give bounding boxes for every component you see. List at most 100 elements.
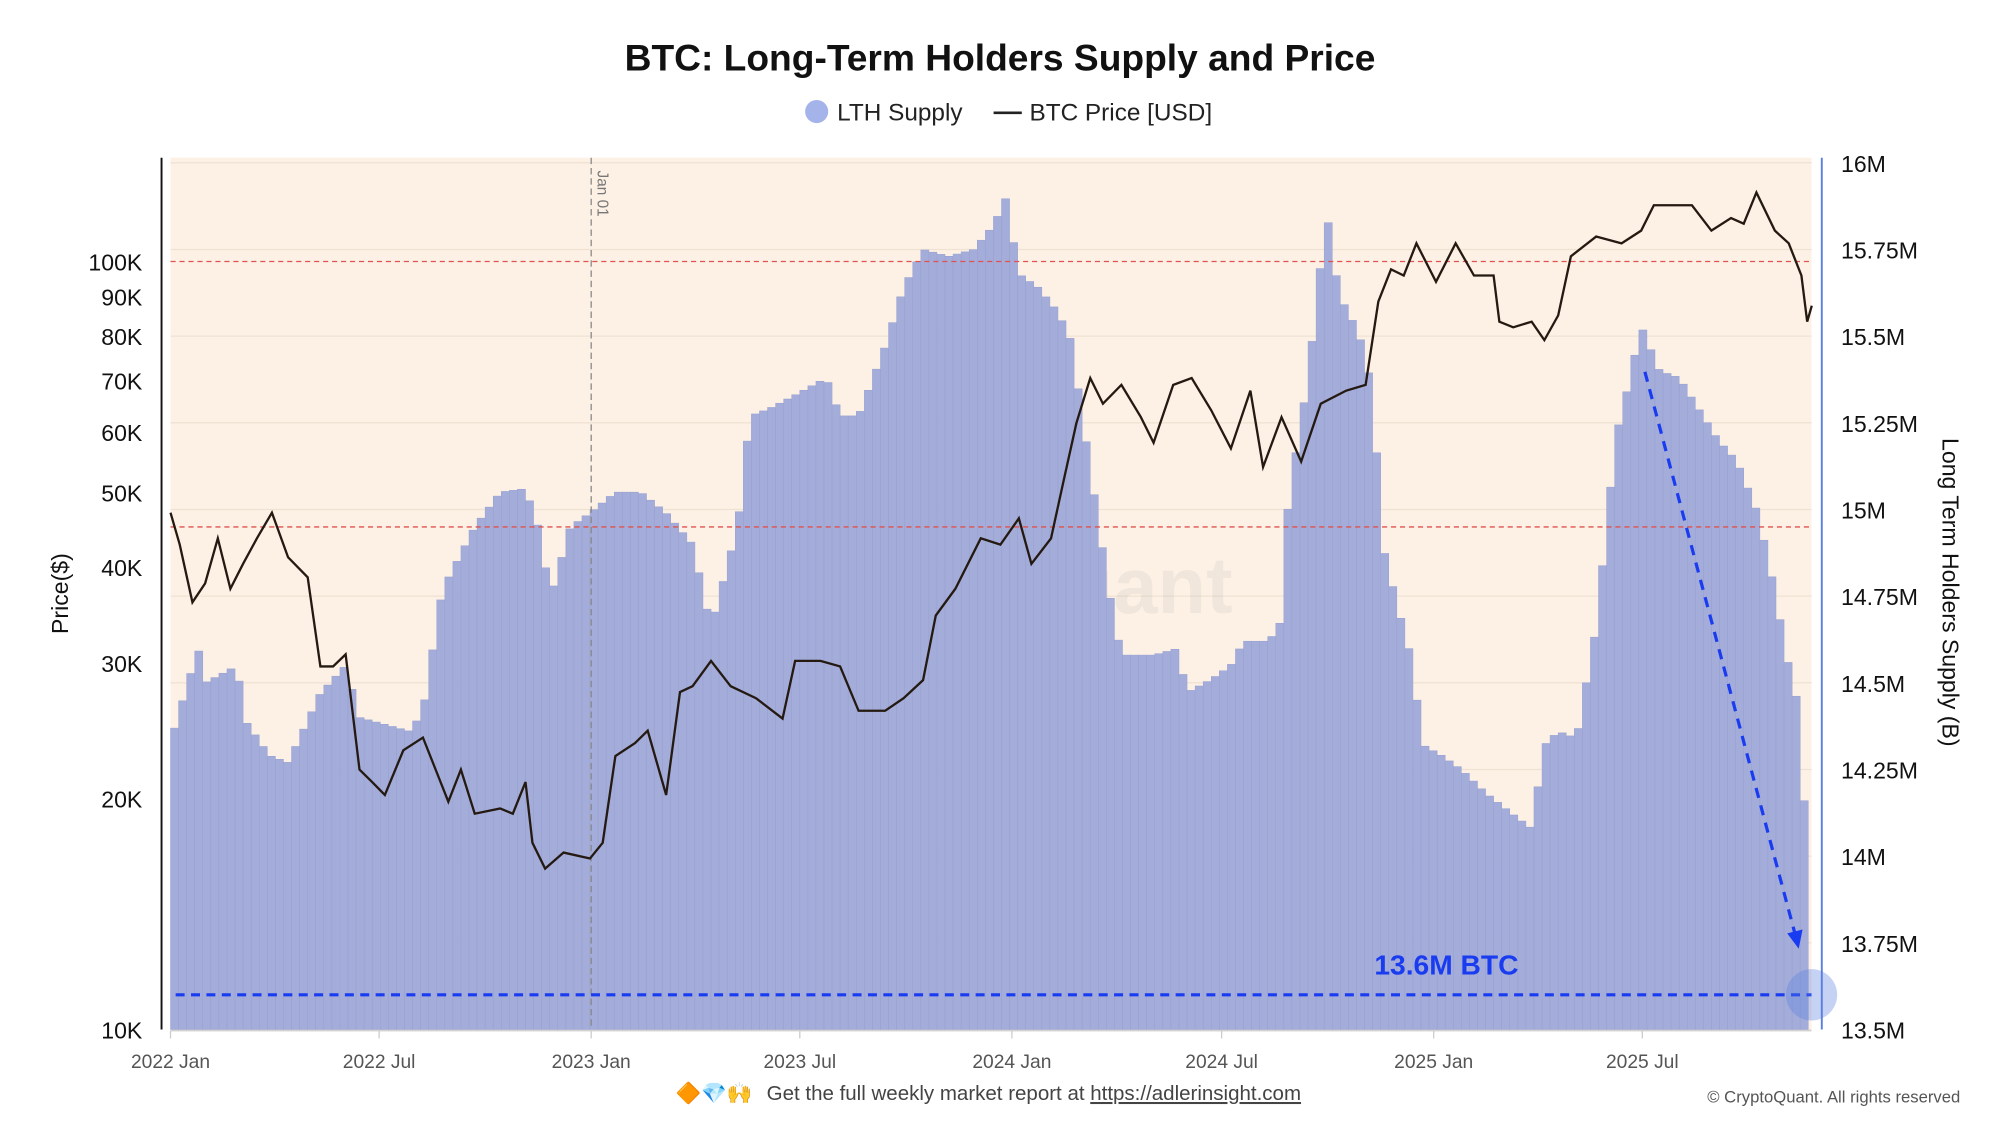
- lth-supply-bar: [799, 390, 809, 1030]
- left-tick-label: 20K: [101, 786, 143, 812]
- lth-supply-bar: [1662, 373, 1672, 1030]
- lth-supply-bar: [1251, 640, 1260, 1030]
- lth-supply-bar: [952, 253, 962, 1030]
- lth-supply-bar: [1678, 383, 1688, 1030]
- y-axis-left-label: Price($): [47, 553, 73, 634]
- x-axis-ticks: 2022 Jan 2022 Jul 2023 Jan 2023 Jul 2024 Jan…: [131, 1030, 1679, 1073]
- lth-supply-bar: [1727, 454, 1736, 1030]
- lth-supply-bar: [1178, 674, 1188, 1030]
- lth-supply-bar: [1162, 651, 1172, 1030]
- lth-supply-bar: [234, 680, 244, 1030]
- right-tick-label: 14M: [1841, 844, 1886, 870]
- lth-supply-bar: [1670, 376, 1680, 1030]
- lth-supply-bar: [517, 488, 526, 1030]
- lth-supply-bar: [1574, 728, 1583, 1030]
- lth-supply-bar: [1453, 766, 1462, 1030]
- lth-supply-bar: [1122, 654, 1131, 1030]
- level-marker-circle: [1785, 969, 1838, 1021]
- lth-supply-bar: [1001, 198, 1010, 1030]
- footer-link[interactable]: https://adlerinsight.com: [1090, 1082, 1301, 1105]
- lth-supply-bar: [1549, 735, 1559, 1030]
- lth-supply-bar: [1614, 424, 1623, 1030]
- lth-supply-bar: [1098, 547, 1107, 1030]
- lth-supply-bar: [944, 256, 954, 1030]
- lth-supply-bar: [210, 677, 220, 1030]
- left-tick-label: 10K: [101, 1017, 143, 1043]
- lth-supply-bar: [291, 746, 300, 1030]
- right-tick-label: 15.25M: [1841, 411, 1918, 437]
- lth-supply-bar: [1767, 576, 1777, 1030]
- lth-supply-bar: [1340, 304, 1349, 1030]
- lth-supply-bar: [1315, 268, 1325, 1030]
- lth-supply-bar: [1420, 745, 1430, 1030]
- lth-supply-bar: [1235, 648, 1244, 1030]
- lth-supply-bar: [1469, 780, 1478, 1030]
- lth-supply-bar: [1735, 467, 1744, 1030]
- right-tick-label: 14.5M: [1841, 671, 1905, 697]
- lth-supply-bar: [807, 385, 817, 1030]
- lth-supply-bar: [1799, 800, 1809, 1030]
- right-tick-label: 13.5M: [1841, 1017, 1905, 1043]
- lth-supply-bar: [936, 254, 946, 1030]
- lth-supply-bar: [299, 728, 308, 1030]
- lth-supply-bar: [533, 524, 542, 1030]
- lth-supply-bar: [283, 762, 292, 1030]
- lth-supply-bar: [1646, 349, 1656, 1030]
- lth-supply-bar: [1775, 619, 1785, 1030]
- lth-supply-bar: [170, 727, 179, 1030]
- lth-supply-bar: [428, 649, 438, 1030]
- lth-supply-bar: [1582, 682, 1591, 1030]
- legend-lth-label[interactable]: LTH Supply: [837, 100, 963, 127]
- lth-supply-bar: [977, 239, 986, 1030]
- lth-supply-bar: [912, 261, 922, 1030]
- x-tick-label: 2024 Jan: [972, 1052, 1051, 1073]
- right-axis-ticks: 13.5M 13.75M 14M 14.25M 14.5M 14.75M 15M 15.25M…: [1841, 151, 1918, 1044]
- lth-supply-bar: [1243, 640, 1252, 1030]
- lth-supply-bar: [380, 724, 389, 1030]
- lth-supply-bar: [1041, 296, 1051, 1030]
- lth-supply-bar: [363, 719, 373, 1030]
- lth-supply-bar: [1654, 369, 1664, 1030]
- lth-supply-bar: [791, 394, 801, 1030]
- lth-supply-bar: [275, 759, 284, 1030]
- lth-supply-bar: [1461, 773, 1470, 1030]
- lth-supply-bar: [1711, 435, 1720, 1030]
- lth-supply-bar: [202, 681, 212, 1030]
- lth-supply-bar: [1606, 486, 1615, 1030]
- x-tick-label: 2022 Jul: [343, 1052, 416, 1073]
- lth-supply-bar: [1146, 654, 1156, 1030]
- lth-supply-bar: [1033, 286, 1043, 1030]
- lth-supply-bar: [726, 550, 736, 1030]
- lth-supply-bar: [735, 511, 744, 1030]
- lth-supply-bar: [339, 667, 349, 1030]
- lth-supply-bar: [630, 491, 639, 1030]
- lth-supply-bar: [1783, 662, 1793, 1030]
- btc-price-line: [169, 189, 1813, 871]
- x-tick-label: 2023 Jul: [763, 1052, 836, 1073]
- legend: LTH Supply BTC Price [USD]: [805, 100, 1212, 127]
- lth-supply-bar: [1332, 275, 1341, 1030]
- lth-supply-bar: [525, 500, 534, 1030]
- lth-supply-bar: [476, 517, 486, 1030]
- x-tick-label: 2025 Jan: [1394, 1052, 1473, 1073]
- trend-arrow-line: [1643, 371, 1797, 934]
- lth-supply-bar: [1428, 750, 1438, 1030]
- x-tick-label: 2022 Jan: [131, 1052, 210, 1073]
- lth-supply-bar: [646, 499, 655, 1030]
- trend-arrow-head-icon: [1787, 929, 1803, 949]
- lth-supply-bar: [751, 413, 760, 1030]
- copyright: © CryptoQuant. All rights reserved: [1707, 1088, 1960, 1107]
- legend-price-label[interactable]: BTC Price [USD]: [1029, 100, 1212, 127]
- lth-supply-bar: [242, 723, 252, 1030]
- lth-supply-bar: [573, 521, 583, 1030]
- lth-supply-bar: [605, 496, 615, 1030]
- lth-supply-bar: [638, 493, 647, 1030]
- lth-supply-bar: [404, 730, 413, 1030]
- y-axis-right-label: Long Term Holders Supply (B): [1937, 438, 1963, 747]
- lth-supply-bar: [968, 249, 978, 1030]
- lth-supply-bar: [549, 585, 559, 1030]
- lth-supply-bar: [920, 249, 930, 1030]
- lth-supply-bar: [1299, 402, 1309, 1030]
- lth-supply-bar: [839, 415, 849, 1030]
- lth-supply-bar: [985, 229, 994, 1030]
